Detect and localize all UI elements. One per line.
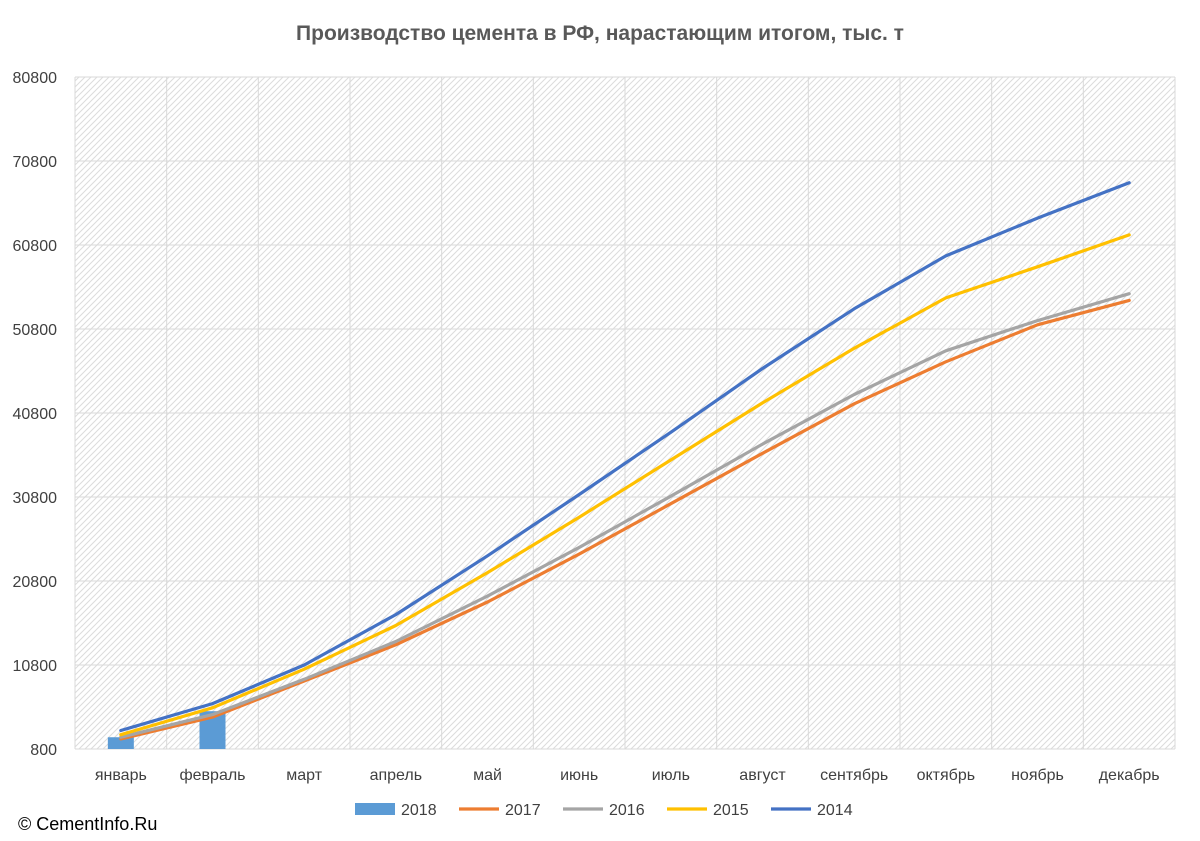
x-tick-label: октябрь — [917, 767, 975, 784]
y-axis: 800 10800 20800 30800 40800 50800 60800 70800 80… — [13, 70, 58, 759]
copyright-text: © CementInfo.Ru — [18, 814, 157, 834]
grid-lines — [74, 76, 1176, 750]
y-tick-label: 20800 — [13, 574, 58, 591]
line-2014 — [119, 181, 1131, 733]
x-tick-label: январь — [95, 767, 147, 784]
legend-label-2018: 2018 — [401, 802, 437, 819]
x-tick-label: апрель — [370, 767, 423, 784]
legend-label-2014: 2014 — [817, 802, 853, 819]
y-tick-label: 70800 — [13, 154, 58, 171]
x-tick-label: ноябрь — [1011, 767, 1064, 784]
y-tick-label: 30800 — [13, 490, 58, 507]
x-tick-label: февраль — [179, 767, 245, 784]
x-tick-label: май — [473, 767, 502, 784]
x-tick-label: сентябрь — [820, 767, 888, 784]
legend-label-2017: 2017 — [505, 802, 541, 819]
x-tick-label: март — [286, 767, 322, 784]
x-axis: январь февраль март апрель май июнь июль август… — [95, 767, 1160, 784]
line-2015 — [119, 233, 1131, 737]
y-tick-label: 50800 — [13, 322, 58, 339]
legend-label-2016: 2016 — [609, 802, 645, 819]
x-tick-label: август — [739, 767, 786, 784]
y-tick-label: 80800 — [13, 70, 58, 87]
y-tick-label: 60800 — [13, 238, 58, 255]
legend-swatch-2018 — [355, 803, 395, 815]
line-series — [119, 181, 1131, 741]
y-tick-label: 800 — [30, 742, 57, 759]
legend: 2018 2017 2016 2015 2014 — [355, 802, 853, 819]
line-2017 — [119, 298, 1131, 741]
legend-label-2015: 2015 — [713, 802, 749, 819]
chart-title: Производство цемента в РФ, нарастающим и… — [296, 22, 904, 45]
y-tick-label: 40800 — [13, 406, 58, 423]
y-tick-label: 10800 — [13, 658, 58, 675]
bar-2018 — [107, 737, 134, 749]
x-tick-label: июнь — [560, 767, 598, 784]
x-tick-label: июль — [652, 767, 690, 784]
line-2016 — [119, 292, 1131, 739]
x-tick-label: декабрь — [1099, 767, 1160, 784]
